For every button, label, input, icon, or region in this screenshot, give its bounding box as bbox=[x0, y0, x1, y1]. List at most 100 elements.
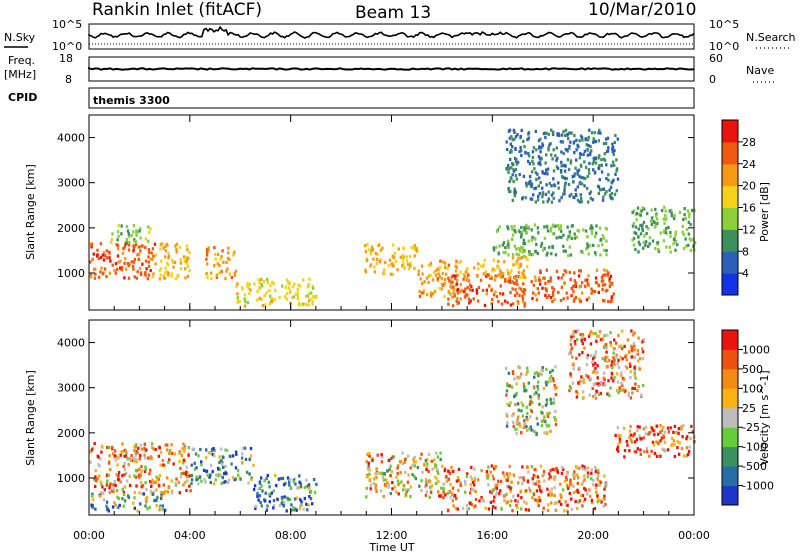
range-gate-cell bbox=[175, 242, 179, 246]
range-gate-cell bbox=[487, 465, 490, 469]
range-gate-cell bbox=[307, 299, 311, 303]
range-gate-cell bbox=[185, 256, 189, 260]
range-gate-cell bbox=[200, 479, 203, 483]
range-gate-cell bbox=[525, 415, 528, 420]
range-gate-cell bbox=[90, 503, 93, 507]
range-gate-cell bbox=[391, 487, 394, 491]
range-gate-cell bbox=[594, 350, 598, 354]
range-gate-cell bbox=[140, 244, 144, 248]
range-gate-cell bbox=[654, 246, 657, 250]
range-gate-cell bbox=[586, 175, 589, 179]
range-gate-cell bbox=[175, 247, 178, 251]
range-gate-cell bbox=[581, 250, 584, 254]
range-gate-cell bbox=[511, 145, 514, 149]
range-gate-cell bbox=[462, 277, 465, 281]
range-gate-cell bbox=[504, 250, 507, 254]
range-gate-cell bbox=[566, 225, 569, 229]
range-gate-cell bbox=[648, 236, 652, 240]
range-gate-cell bbox=[541, 144, 545, 148]
range-gate-cell bbox=[240, 456, 244, 460]
range-gate-cell bbox=[540, 373, 543, 377]
range-gate-cell bbox=[555, 236, 558, 240]
range-gate-cell bbox=[525, 223, 528, 227]
range-gate-cell bbox=[91, 497, 95, 502]
range-gate-cell bbox=[233, 271, 236, 275]
colorbar-segment bbox=[722, 330, 738, 350]
range-gate-cell bbox=[506, 225, 509, 229]
colorbar-tick-label: 1000 bbox=[742, 343, 770, 356]
range-gate-cell bbox=[551, 232, 555, 236]
range-gate-cell bbox=[442, 487, 445, 491]
range-gate-cell bbox=[568, 230, 571, 234]
range-gate-cell bbox=[468, 283, 472, 287]
range-gate-cell bbox=[630, 440, 634, 444]
range-gate-cell bbox=[382, 269, 386, 273]
range-gate-cell bbox=[138, 475, 141, 479]
range-gate-cell bbox=[132, 456, 135, 460]
range-gate-cell bbox=[644, 425, 648, 429]
range-gate-cell bbox=[631, 346, 634, 350]
range-gate-cell bbox=[143, 453, 146, 457]
range-gate-cell bbox=[213, 246, 216, 250]
range-gate-cell bbox=[289, 478, 292, 482]
range-gate-cell bbox=[420, 479, 423, 483]
range-gate-cell bbox=[518, 366, 522, 370]
range-gate-cell bbox=[379, 248, 383, 252]
range-gate-cell bbox=[185, 244, 189, 248]
range-gate-cell bbox=[111, 489, 114, 493]
range-gate-cell bbox=[372, 481, 376, 486]
colorbar-tick-label: 28 bbox=[742, 136, 756, 149]
range-gate-cell bbox=[552, 177, 555, 181]
range-gate-cell bbox=[529, 253, 532, 257]
range-gate-cell bbox=[578, 379, 582, 383]
range-gate-cell bbox=[407, 473, 410, 477]
range-gate-cell bbox=[680, 427, 683, 431]
range-gate-cell bbox=[507, 279, 510, 283]
range-gate-cell bbox=[184, 480, 187, 484]
range-gate-cell bbox=[511, 371, 515, 376]
range-gate-cell bbox=[572, 140, 576, 144]
range-gate-cell bbox=[144, 467, 148, 471]
range-gate-cell bbox=[525, 425, 528, 429]
range-gate-cell bbox=[563, 188, 566, 192]
range-gate-cell bbox=[467, 273, 470, 278]
range-gate-cell bbox=[550, 401, 553, 405]
range-gate-cell bbox=[567, 182, 571, 187]
range-gate-cell bbox=[102, 258, 106, 262]
range-gate-cell bbox=[636, 425, 639, 429]
range-gate-cell bbox=[368, 468, 371, 472]
range-gate-cell bbox=[572, 329, 575, 334]
range-gate-cell bbox=[526, 465, 529, 469]
range-gate-cell bbox=[119, 480, 122, 484]
range-gate-cell bbox=[447, 302, 450, 306]
range-gate-cell bbox=[265, 508, 269, 512]
range-gate-cell bbox=[294, 507, 297, 511]
range-gate-cell bbox=[668, 209, 671, 213]
range-gate-cell bbox=[534, 171, 537, 175]
range-gate-cell bbox=[541, 419, 544, 424]
range-gate-cell bbox=[558, 199, 561, 203]
range-gate-cell bbox=[510, 224, 513, 229]
range-gate-cell bbox=[590, 471, 593, 475]
range-gate-cell bbox=[285, 278, 289, 282]
range-gate-cell bbox=[236, 299, 239, 303]
range-gate-cell bbox=[523, 288, 527, 292]
range-gate-cell bbox=[511, 173, 514, 177]
range-gate-cell bbox=[553, 468, 556, 472]
range-gate-cell bbox=[529, 183, 532, 187]
range-gate-cell bbox=[650, 430, 653, 434]
range-gate-cell bbox=[615, 388, 619, 392]
range-gate-cell bbox=[193, 461, 196, 465]
range-gate-cell bbox=[685, 244, 688, 248]
range-gate-cell bbox=[224, 480, 227, 484]
range-gate-cell bbox=[106, 445, 109, 449]
range-gate-cell bbox=[520, 496, 523, 500]
range-gate-cell bbox=[270, 491, 273, 495]
range-gate-cell bbox=[545, 131, 548, 135]
range-gate-cell bbox=[125, 451, 128, 455]
range-gate-cell bbox=[562, 273, 565, 277]
range-gate-cell bbox=[470, 488, 474, 492]
range-gate-cell bbox=[525, 405, 529, 409]
range-gate-cell bbox=[468, 501, 471, 505]
range-gate-cell bbox=[565, 291, 568, 295]
